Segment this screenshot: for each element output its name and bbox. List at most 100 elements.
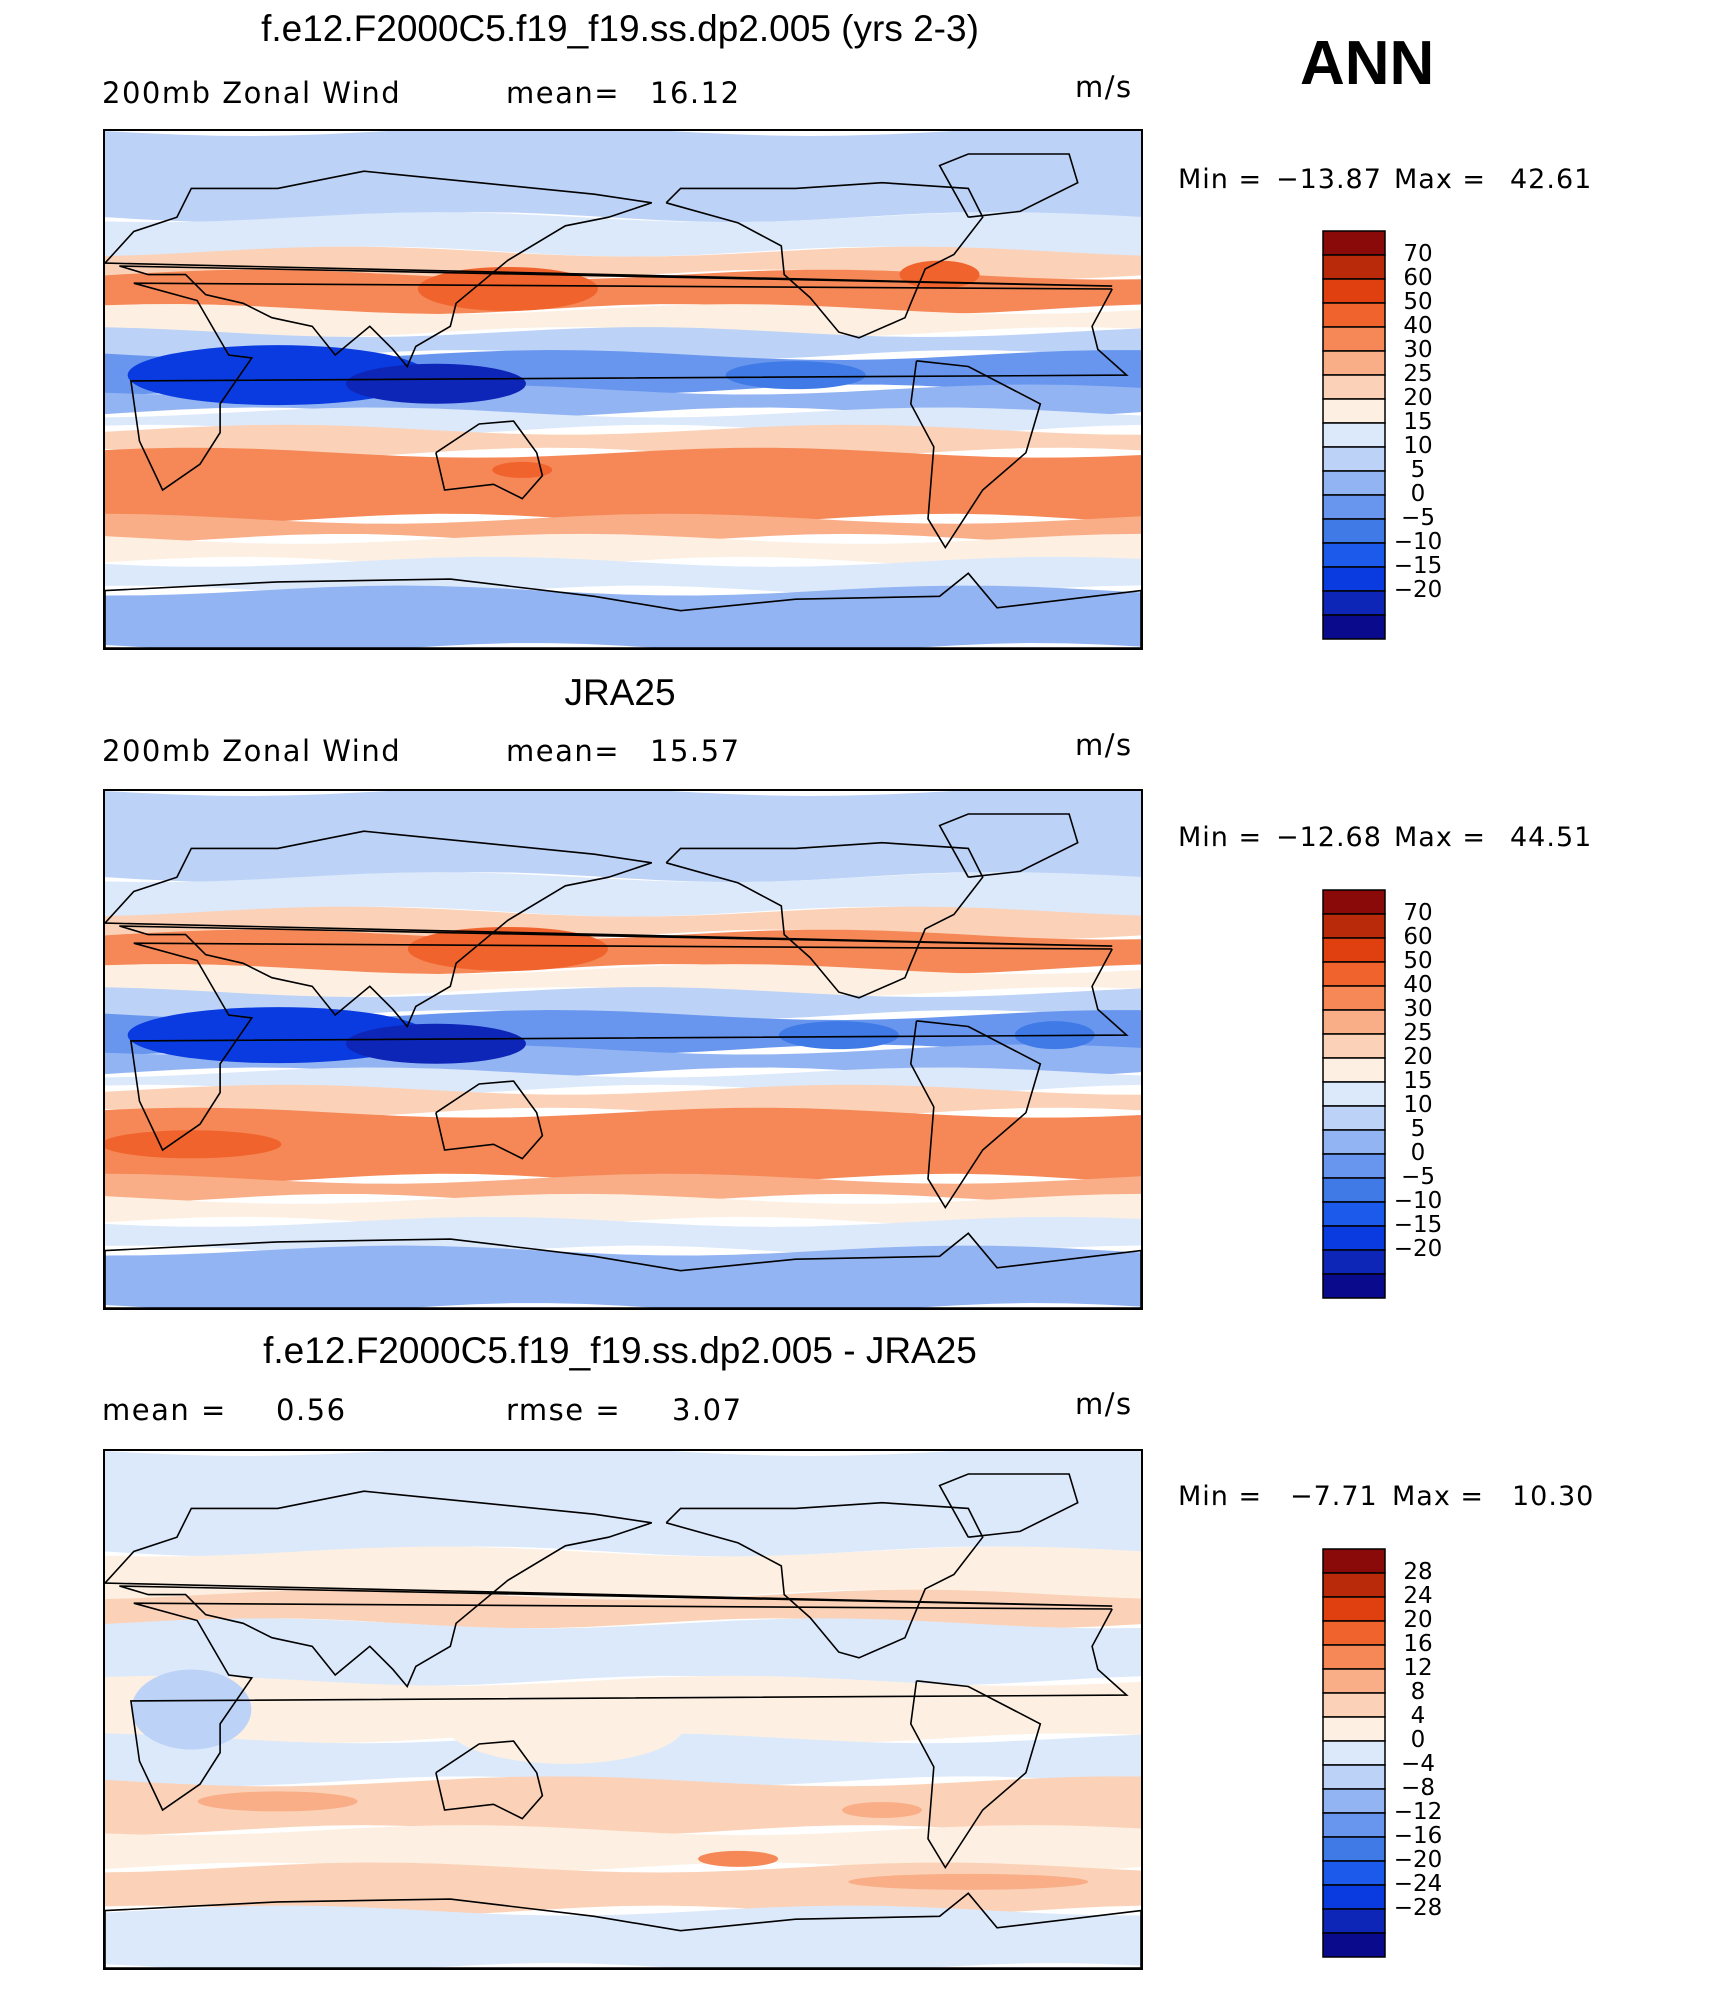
contour-band — [105, 556, 1141, 596]
colorbar-swatch — [1322, 1764, 1386, 1790]
contour-band — [105, 585, 1141, 648]
coastline — [435, 1080, 544, 1160]
colorbar-swatch — [1322, 961, 1386, 987]
colorbar-swatch — [1322, 1692, 1386, 1718]
season-title: ANN — [1300, 29, 1435, 98]
colorbar-swatch — [1322, 302, 1386, 328]
colorbar-swatch — [1322, 1105, 1386, 1131]
contour-band — [105, 212, 1141, 257]
colorbar-tick-label: −16 — [1393, 1823, 1443, 1849]
colorbar-tick-label: −15 — [1393, 1212, 1443, 1238]
contour-band — [105, 872, 1141, 917]
colorbar-swatch — [1322, 1932, 1386, 1958]
colorbar-tick-label: −5 — [1401, 1164, 1435, 1190]
colorbar-tick-label: 0 — [1410, 1727, 1426, 1753]
contour-band — [105, 424, 1141, 458]
contour-blob — [698, 1850, 779, 1867]
colorbar-tick-label: −12 — [1393, 1799, 1443, 1825]
contour-band — [105, 1193, 1141, 1227]
contour-band — [105, 1216, 1141, 1256]
contour-blob — [842, 1802, 922, 1819]
colorbar-tick-label: 24 — [1403, 1583, 1433, 1609]
panel-3-units: m/s — [1075, 1387, 1133, 1421]
panel-2-variable-label: 200mb Zonal Wind — [102, 734, 402, 768]
colorbar-swatch — [1322, 1081, 1386, 1107]
panel-3-colorbar: 28 24 20 16 12 8 4 0 −4 −8 −12 −16 −20 −24 −28 — [1322, 1548, 1442, 1958]
contour-blob — [197, 1791, 358, 1812]
colorbar-tick-label: 60 — [1403, 265, 1433, 291]
panel-2-max-value: 44.51 — [1510, 822, 1593, 853]
colorbar-tick-label: 10 — [1403, 1092, 1433, 1118]
colorbar-tick-label: −28 — [1393, 1895, 1443, 1921]
contour-band — [105, 1173, 1141, 1204]
colorbar-swatch — [1322, 1644, 1386, 1670]
contour-band — [105, 1546, 1141, 1600]
panel-3-max-label: Max = — [1392, 1481, 1485, 1512]
colorbar-svg — [1322, 889, 1386, 1299]
colorbar-tick-label: 4 — [1410, 1703, 1426, 1729]
colorbar-tick-label: 70 — [1403, 900, 1433, 926]
panel-1-colorbar: 70 60 50 40 30 25 20 15 10 5 0 −5 −10 −15 −20 — [1322, 230, 1442, 640]
contour-blob — [417, 266, 598, 311]
colorbar-tick-label: 16 — [1403, 1631, 1433, 1657]
contour-blob — [492, 461, 553, 478]
coastline — [129, 1602, 1129, 1812]
colorbar-swatch — [1322, 278, 1386, 304]
panel-3-min-label: Min = — [1178, 1481, 1263, 1512]
colorbar-swatch — [1322, 985, 1386, 1011]
contour-blob — [848, 1873, 1089, 1890]
colorbar-tick-label: 50 — [1403, 948, 1433, 974]
colorbar-swatch — [1322, 254, 1386, 280]
colorbar-tick-label: 40 — [1403, 972, 1433, 998]
panel-3-map — [103, 1449, 1143, 1970]
colorbar-tick-label: 70 — [1403, 241, 1433, 267]
colorbar-tick-label: 0 — [1410, 481, 1426, 507]
contour-band — [105, 1618, 1141, 1686]
colorbar-swatch — [1322, 1908, 1386, 1934]
panel-1-max-label: Max = — [1394, 164, 1487, 195]
colorbar-swatch — [1322, 1596, 1386, 1622]
contour-band — [105, 513, 1141, 544]
colorbar-swatch — [1322, 1884, 1386, 1910]
colorbar-tick-label: 25 — [1403, 1020, 1433, 1046]
coastline — [938, 1473, 1079, 1538]
colorbar-swatch — [1322, 1740, 1386, 1766]
colorbar-swatch — [1322, 1225, 1386, 1251]
colorbar-swatch — [1322, 326, 1386, 352]
contour-band — [105, 987, 1141, 1021]
panel-3-title: f.e12.F2000C5.f19_f19.ss.dp2.005 - JRA25 — [263, 1330, 977, 1371]
colorbar-swatch — [1322, 1273, 1386, 1299]
panel-1-max-value: 42.61 — [1510, 164, 1593, 195]
contour-band — [105, 1245, 1141, 1308]
panel-3-mean-label: mean = — [102, 1393, 227, 1427]
panel-2-colorbar: 70 60 50 40 30 25 20 15 10 5 0 −5 −10 −15 −20 — [1322, 889, 1442, 1299]
coastline — [938, 813, 1079, 878]
panel-2-max-label: Max = — [1394, 822, 1487, 853]
panel-1-title: f.e12.F2000C5.f19_f19.ss.dp2.005 (yrs 2-… — [261, 8, 979, 49]
colorbar-tick-label: 20 — [1403, 385, 1433, 411]
colorbar-swatch — [1322, 1620, 1386, 1646]
colorbar-swatch — [1322, 446, 1386, 472]
colorbar-swatch — [1322, 422, 1386, 448]
colorbar-tick-label: −4 — [1401, 1751, 1435, 1777]
colorbar-tick-label: −10 — [1393, 529, 1443, 555]
contour-band — [105, 304, 1141, 338]
colorbar-swatch — [1322, 1153, 1386, 1179]
colorbar-swatch — [1322, 470, 1386, 496]
coastline — [938, 153, 1079, 218]
coastline — [665, 841, 984, 999]
contour-band — [105, 1084, 1141, 1118]
panel-3-max-value: 10.30 — [1512, 1481, 1595, 1512]
coastline — [105, 572, 1141, 648]
contour-band — [105, 131, 1141, 223]
coastline — [105, 1892, 1141, 1968]
contour-blob — [407, 926, 608, 971]
panel-1-mean-value: 16.12 — [650, 76, 741, 110]
colorbar-tick-label: 15 — [1403, 1068, 1433, 1094]
colorbar-tick-label: 10 — [1403, 433, 1433, 459]
colorbar-swatch — [1322, 913, 1386, 939]
coastline — [129, 942, 1129, 1152]
contour-blob — [345, 363, 526, 404]
panel-1-variable-label: 200mb Zonal Wind — [102, 76, 402, 110]
coastline — [129, 282, 1129, 492]
